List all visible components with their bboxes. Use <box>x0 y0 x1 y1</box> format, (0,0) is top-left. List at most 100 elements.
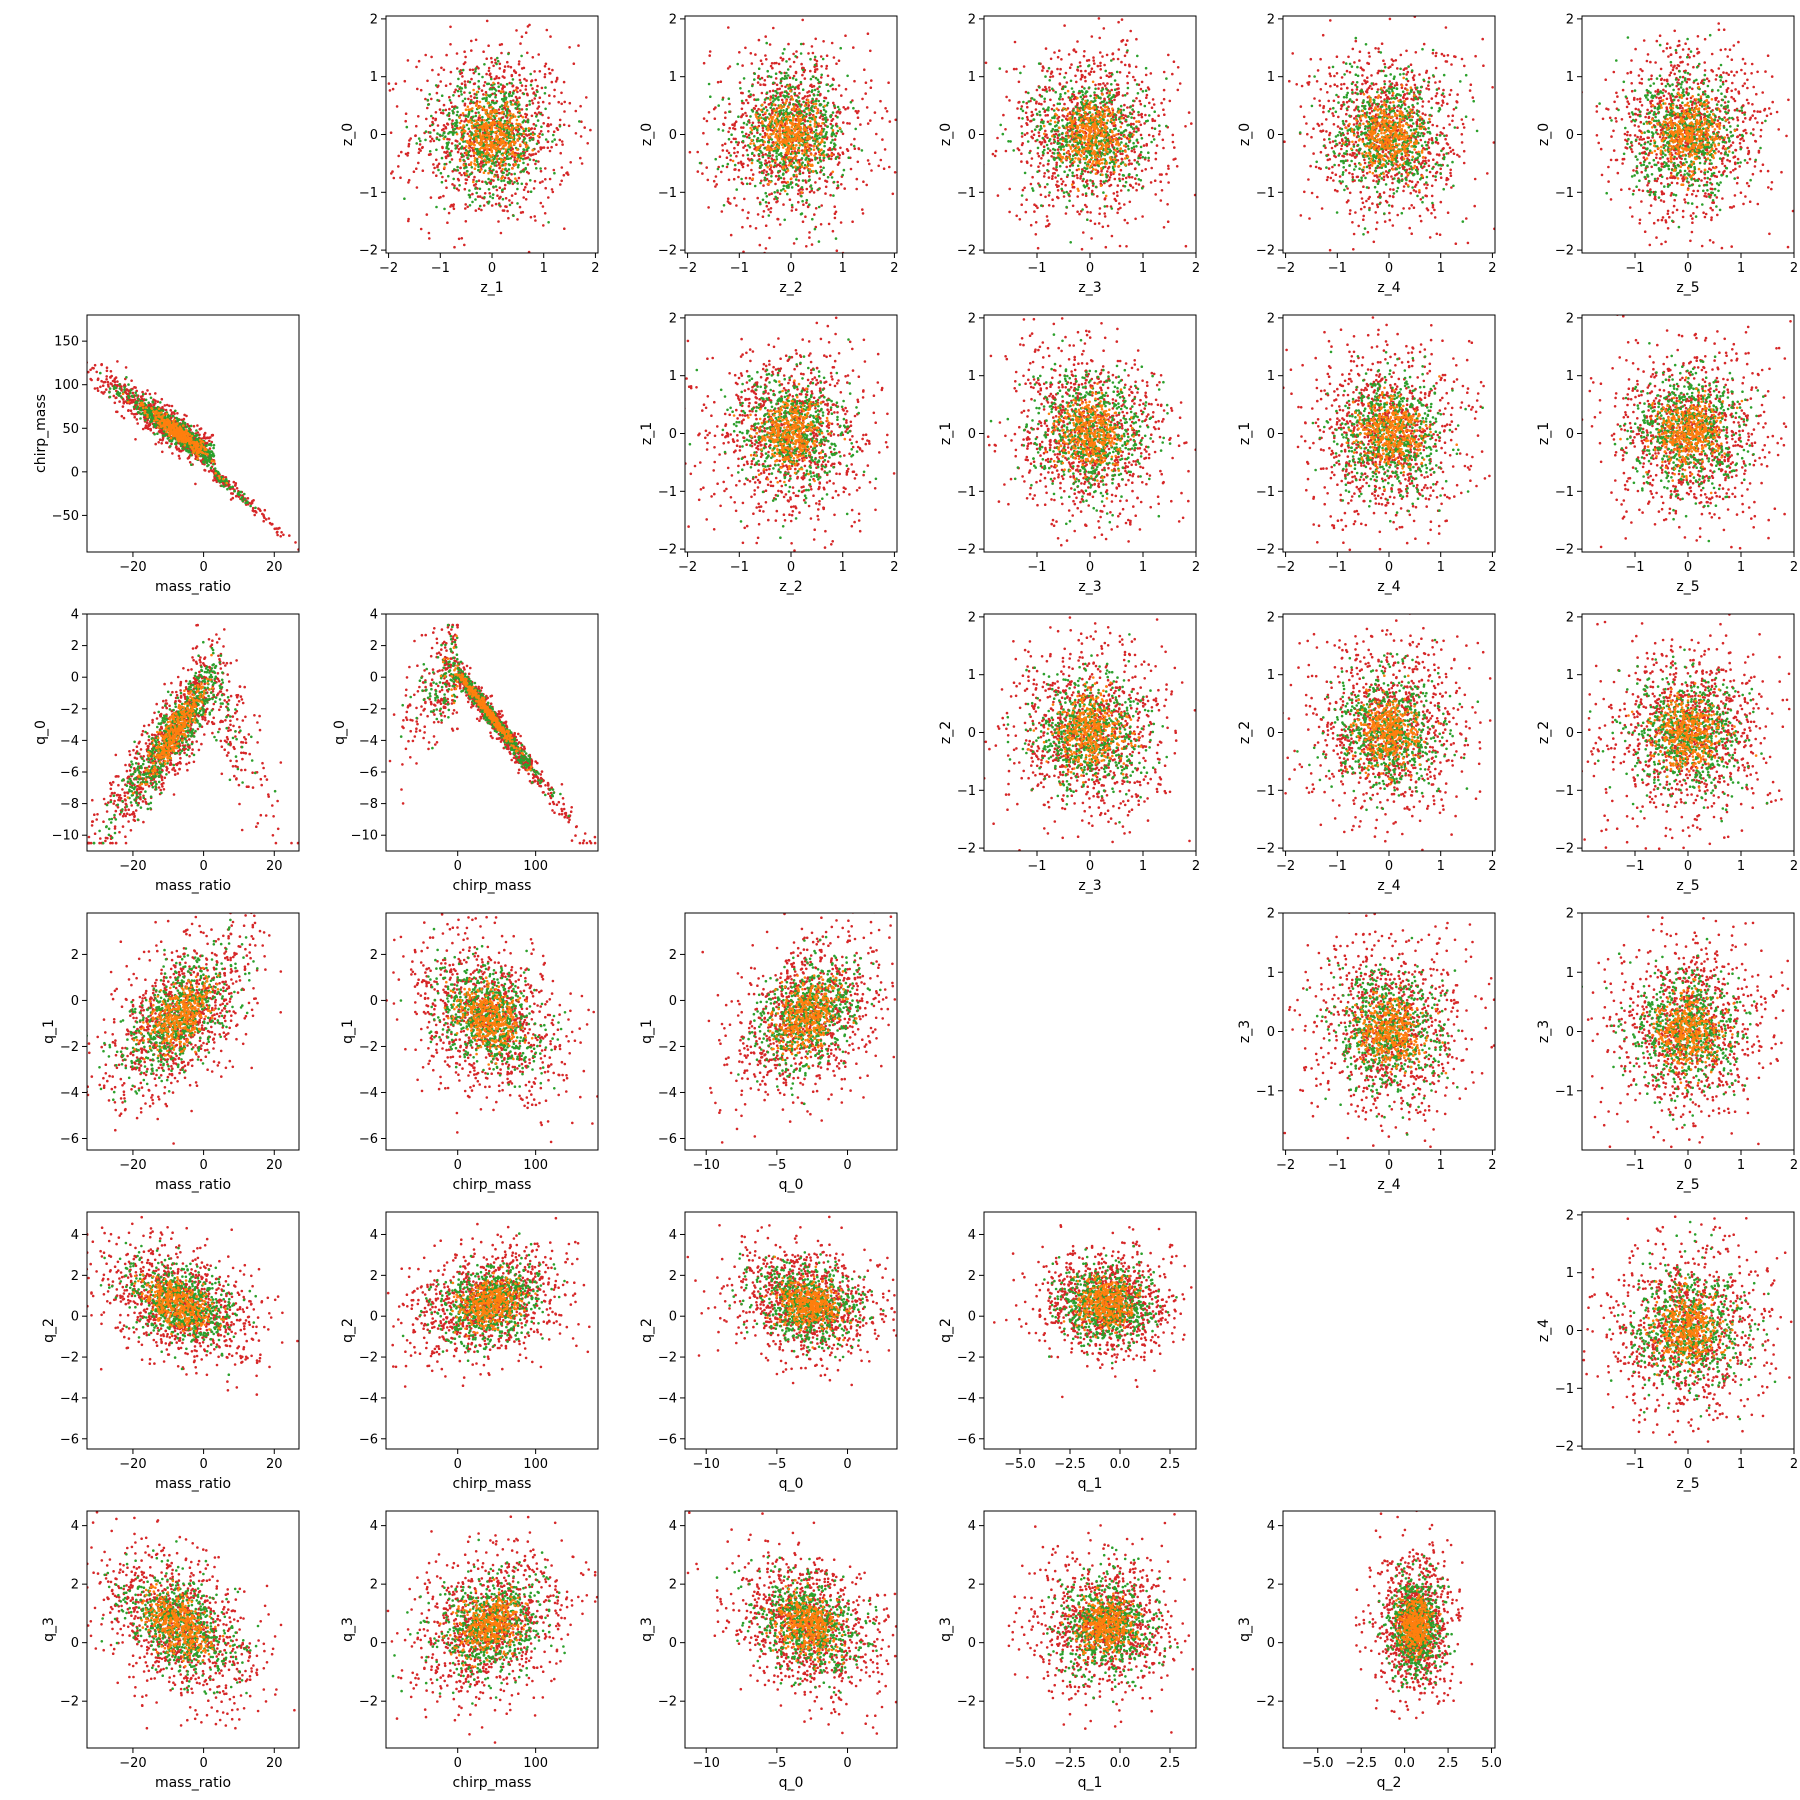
scatter-point <box>856 116 860 119</box>
scatter-point <box>1103 84 1107 87</box>
scatter-point <box>788 76 792 79</box>
points-0-3 <box>984 17 1196 259</box>
scatter-point <box>462 163 466 167</box>
scatter-point <box>520 182 524 186</box>
scatter-point <box>579 156 582 160</box>
scatter-point <box>800 62 803 66</box>
scatter-point <box>1126 86 1130 90</box>
scatter-point <box>768 90 772 93</box>
scatter-point <box>1136 92 1140 95</box>
scatter-point <box>783 47 786 51</box>
scatter-point <box>812 109 815 113</box>
scatter-point <box>1023 171 1027 175</box>
scatter-point <box>772 149 775 153</box>
scatter-point <box>813 142 816 146</box>
scatter-point <box>499 140 503 144</box>
scatter-point <box>329 112 332 115</box>
scatter-point <box>449 205 452 208</box>
scatter-point <box>1046 219 1049 222</box>
scatter-point <box>1135 188 1138 192</box>
scatter-point <box>788 198 792 201</box>
scatter-point <box>826 125 829 128</box>
scatter-point <box>777 146 781 149</box>
scatter-point <box>1152 138 1156 141</box>
scatter-point <box>516 157 519 161</box>
scatter-point <box>1069 112 1072 116</box>
scatter-point <box>793 92 796 96</box>
scatter-point <box>846 149 850 152</box>
scatter-point <box>463 50 466 53</box>
scatter-point <box>773 147 776 150</box>
scatter-point <box>484 90 488 94</box>
scatter-point <box>500 138 504 141</box>
scatter-point <box>551 190 555 194</box>
scatter-point <box>443 162 447 166</box>
scatter-point <box>820 169 824 172</box>
scatter-point <box>1116 57 1120 61</box>
scatter-point <box>762 210 766 213</box>
scatter-point <box>559 183 562 186</box>
scatter-point <box>785 122 789 125</box>
scatter-point <box>785 156 788 159</box>
scatter-point <box>1043 140 1047 144</box>
scatter-point <box>1050 130 1053 133</box>
scatter-point <box>507 153 511 156</box>
scatter-point <box>1121 113 1125 117</box>
scatter-point <box>744 10 747 13</box>
scatter-point <box>482 164 486 167</box>
scatter-point <box>428 124 432 128</box>
scatter-point <box>452 207 456 211</box>
scatter-point <box>853 137 856 141</box>
scatter-point <box>797 151 801 155</box>
scatter-point <box>1190 122 1193 125</box>
scatter-point <box>810 163 814 167</box>
scatter-point <box>827 154 831 158</box>
scatter-point <box>485 119 489 122</box>
x-axis-label: z_2 <box>779 280 802 296</box>
scatter-point <box>808 203 811 206</box>
scatter-point <box>790 95 794 99</box>
scatter-point <box>767 160 771 163</box>
scatter-point <box>1049 72 1053 75</box>
scatter-point <box>806 142 809 145</box>
scatter-point <box>389 131 393 134</box>
scatter-point <box>763 79 767 82</box>
scatter-point <box>494 89 498 92</box>
scatter-point <box>453 107 456 110</box>
scatter-point <box>527 127 531 130</box>
scatter-point <box>542 146 546 149</box>
scatter-point <box>817 147 820 151</box>
scatter-point <box>1001 132 1005 136</box>
scatter-point <box>509 100 513 104</box>
scatter-point <box>534 124 538 127</box>
scatter-point <box>830 119 833 122</box>
scatter-point <box>444 108 448 112</box>
scatter-point <box>435 174 438 177</box>
scatter-point <box>1075 168 1079 172</box>
scatter-point <box>1131 186 1135 189</box>
scatter-point <box>829 84 832 88</box>
scatter-point <box>809 77 813 81</box>
scatter-point <box>749 131 752 134</box>
scatter-point <box>489 105 493 109</box>
scatter-point <box>1167 256 1170 259</box>
scatter-point <box>750 124 754 127</box>
scatter-point <box>784 151 788 155</box>
scatter-point <box>1084 192 1088 195</box>
scatter-point <box>751 173 755 176</box>
scatter-point <box>905 81 908 84</box>
scatter-point <box>417 151 421 154</box>
scatter-point <box>832 132 836 136</box>
scatter-point <box>1074 105 1078 109</box>
scatter-point <box>818 80 821 84</box>
scatter-point <box>1103 212 1106 215</box>
scatter-point <box>516 182 519 185</box>
scatter-point <box>507 113 510 117</box>
points-0-1 <box>329 19 592 253</box>
scatter-point <box>795 111 799 114</box>
scatter-point <box>451 170 455 173</box>
scatter-point <box>467 127 471 131</box>
scatter-point <box>462 114 466 117</box>
scatter-point <box>1044 129 1047 133</box>
scatter-point <box>470 166 474 169</box>
